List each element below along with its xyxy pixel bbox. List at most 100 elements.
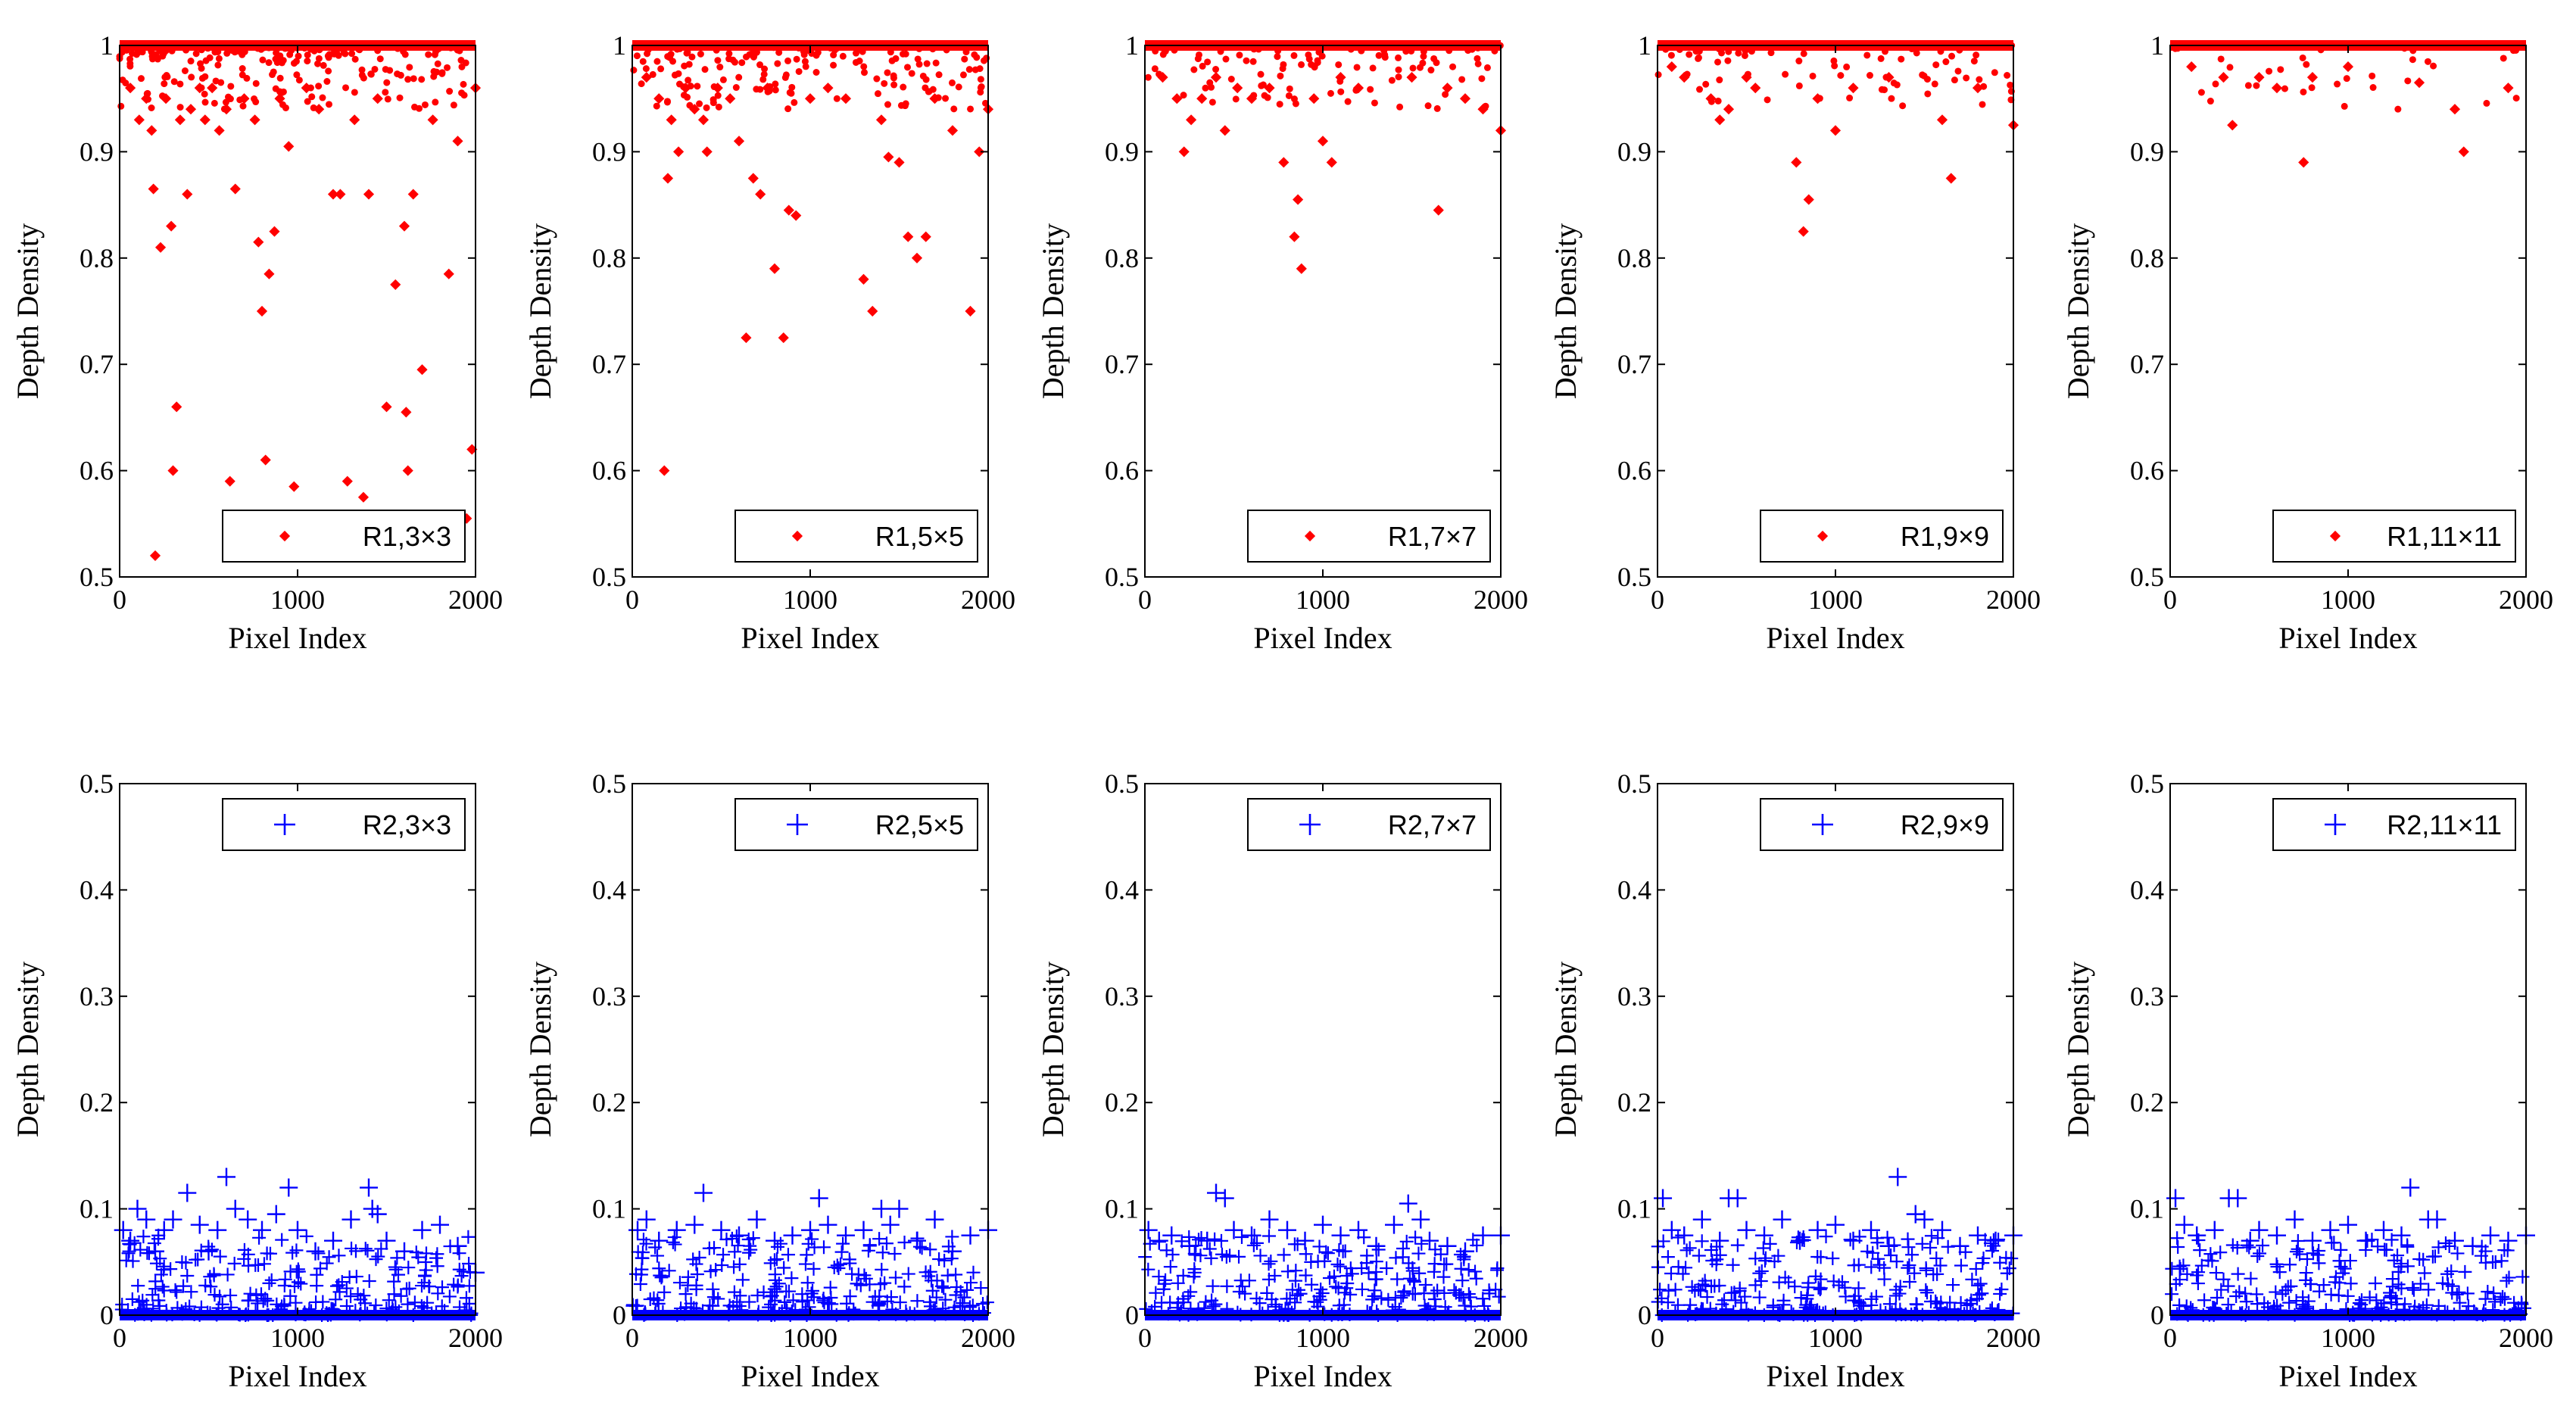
data-point	[908, 70, 915, 77]
data-point	[1369, 1272, 1383, 1286]
data-point	[1208, 98, 1216, 106]
data-point	[260, 1293, 275, 1308]
data-point	[2188, 1226, 2206, 1245]
data-point	[2193, 1243, 2207, 1258]
data-point	[1477, 104, 1489, 115]
data-point	[1670, 1298, 1685, 1312]
data-point	[881, 79, 888, 87]
data-point	[394, 1289, 408, 1303]
data-point	[716, 64, 724, 71]
data-point	[122, 1244, 136, 1258]
data-point	[1831, 62, 1838, 70]
y-tick-label: 0.2	[1617, 1087, 1651, 1118]
data-point	[1866, 1245, 1880, 1260]
data-point	[2190, 1268, 2204, 1283]
data-point	[690, 1267, 704, 1282]
y-axis-label: Depth Density	[2061, 962, 2095, 1137]
data-point	[206, 54, 214, 61]
data-point	[685, 76, 692, 84]
data-point	[1171, 1276, 1185, 1290]
data-point	[656, 1305, 670, 1319]
data-point	[642, 65, 650, 73]
data-point	[299, 1229, 313, 1243]
data-point	[1671, 1230, 1686, 1245]
data-point	[1924, 90, 1932, 98]
data-point	[288, 1295, 303, 1310]
data-point	[2289, 1294, 2303, 1308]
data-point	[858, 273, 869, 285]
data-point	[292, 58, 300, 65]
data-point	[830, 1258, 844, 1273]
data-point	[662, 1264, 676, 1278]
data-point	[781, 1248, 795, 1262]
data-point	[1986, 1231, 2005, 1250]
data-point	[1979, 101, 1986, 108]
data-point	[351, 55, 359, 63]
data-point	[942, 45, 950, 52]
data-point	[190, 1215, 209, 1234]
data-point	[791, 210, 802, 221]
data-point	[1369, 64, 1377, 72]
data-point	[861, 1243, 875, 1258]
x-tick-label: 1000	[1808, 585, 1863, 615]
data-point	[155, 1280, 170, 1294]
data-point	[925, 1283, 940, 1298]
legend-marker	[279, 530, 291, 542]
data-point	[1915, 1210, 1934, 1229]
data-point	[1923, 1240, 1938, 1255]
data-point	[800, 1248, 814, 1262]
data-point	[1252, 1296, 1267, 1311]
data-point	[1311, 62, 1318, 70]
data-point	[1877, 1261, 1891, 1275]
data-point	[1492, 1289, 1506, 1304]
data-point	[2303, 1231, 2322, 1250]
data-point	[146, 125, 157, 136]
data-point	[2206, 1300, 2220, 1314]
data-point	[1929, 1251, 1944, 1265]
data-point	[1757, 1254, 1772, 1268]
data-point	[920, 231, 931, 242]
data-point	[1676, 1267, 1690, 1281]
data-point	[1337, 1286, 1352, 1300]
data-point	[1764, 96, 1771, 104]
data-point	[180, 1269, 195, 1283]
data-point	[2478, 1255, 2493, 1270]
x-axis-label: Pixel Index	[1253, 1359, 1392, 1393]
data-point	[1464, 1299, 1478, 1314]
data-point	[1695, 1277, 1710, 1292]
data-point	[2515, 1270, 2530, 1284]
legend-marker	[1304, 530, 1316, 542]
data-point	[1442, 1305, 1456, 1320]
data-point	[922, 84, 929, 92]
data-point	[2375, 1307, 2389, 1321]
data-point	[859, 1271, 873, 1286]
data-point	[181, 67, 189, 74]
data-point	[1349, 1221, 1368, 1239]
data-point	[827, 1260, 841, 1274]
data-point	[1469, 1271, 1483, 1286]
data-point	[689, 1278, 703, 1292]
data-point	[914, 55, 922, 63]
data-point	[358, 1242, 373, 1256]
data-point	[924, 1299, 937, 1314]
x-axis-label: Pixel Index	[1766, 1359, 1904, 1393]
data-point	[429, 1305, 444, 1320]
data-point	[1726, 1305, 1741, 1319]
data-point	[1963, 74, 1970, 82]
data-point	[1190, 1307, 1205, 1321]
y-tick-label: 0.3	[592, 981, 626, 1012]
data-point	[304, 58, 311, 65]
data-point	[706, 1298, 720, 1313]
data-point	[879, 1236, 893, 1251]
data-point	[252, 1230, 267, 1245]
data-point	[900, 83, 907, 91]
data-point	[1360, 1305, 1374, 1319]
data-point	[1268, 1268, 1282, 1283]
data-point	[462, 1279, 476, 1293]
y-tick-label: 0.2	[1105, 1087, 1139, 1118]
data-point	[407, 1295, 422, 1310]
data-point	[1920, 1286, 1935, 1300]
data-point	[861, 69, 869, 76]
data-point	[260, 454, 271, 466]
data-point	[2334, 1260, 2348, 1274]
